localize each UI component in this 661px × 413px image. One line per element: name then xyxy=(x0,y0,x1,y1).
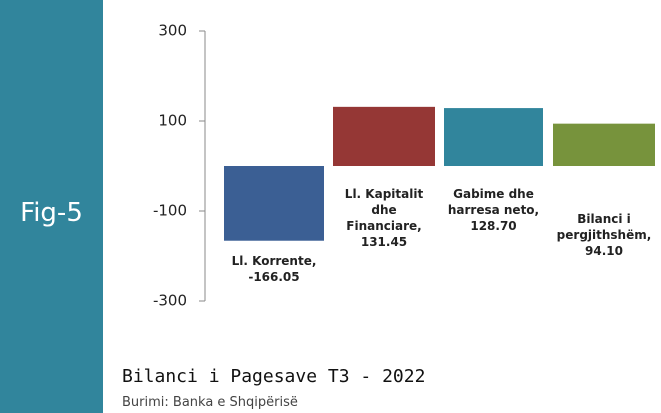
data-label: Gabime dhe harresa neto, 128.70 xyxy=(444,186,544,234)
bar xyxy=(553,123,655,166)
bar xyxy=(444,108,543,166)
value-label: 131.45 xyxy=(360,235,408,249)
source: Burimi: Banka e Shqipërisë xyxy=(122,395,298,410)
value-label: 128.70 xyxy=(470,219,517,233)
bar xyxy=(224,166,324,241)
y-tick-label: 300 xyxy=(158,22,187,40)
y-tick-label: 100 xyxy=(158,112,187,130)
category-label: Ll. Kapitalit dhe Financiare, xyxy=(344,187,424,233)
sidebar xyxy=(0,0,103,413)
category-label: Gabime dhe harresa neto, xyxy=(447,187,540,217)
data-label: Ll. Korrente, -166.05 xyxy=(224,253,324,285)
value-label: -166.05 xyxy=(248,269,300,284)
figure-label: Fig-5 xyxy=(20,198,83,228)
y-tick-label: -300 xyxy=(153,292,187,310)
y-tick-label: -100 xyxy=(153,202,187,220)
value-label: 94.10 xyxy=(585,244,623,258)
category-label: Bilanci i pergjithshëm, xyxy=(556,212,652,242)
chart-title: Bilanci i Pagesave T3 - 2022 xyxy=(122,366,426,387)
data-label: Ll. Kapitalit dhe Financiare, 131.45 xyxy=(334,186,434,250)
data-label: Bilanci i pergjithshëm, 94.10 xyxy=(549,211,659,259)
bar xyxy=(333,106,435,166)
category-label: Ll. Korrente, xyxy=(231,253,317,268)
